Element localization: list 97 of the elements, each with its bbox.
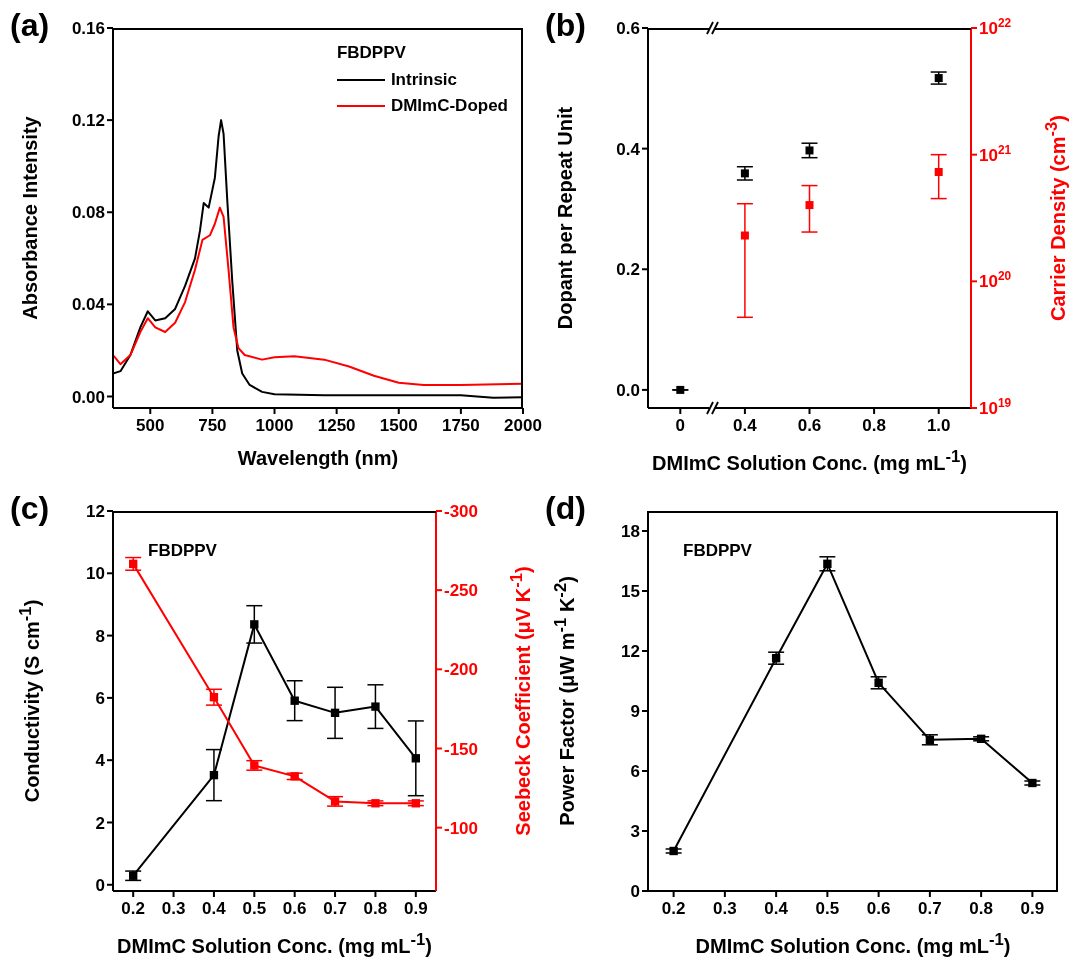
x-tick-label: 0.2 bbox=[661, 899, 686, 919]
x-tick-label: 0.7 bbox=[918, 899, 942, 919]
y-tick-label: 10 bbox=[86, 564, 105, 584]
y-tick-label: 0.04 bbox=[71, 295, 106, 315]
x-tick-label: 0.9 bbox=[403, 899, 428, 919]
x-tick-label: 0.3 bbox=[161, 899, 186, 919]
y-tick-label: 9 bbox=[630, 702, 640, 722]
y-tick-label: 0.16 bbox=[71, 19, 105, 39]
line-series bbox=[113, 206, 523, 386]
y-tick-label: 6 bbox=[630, 762, 640, 782]
y-tick-label: 0.12 bbox=[71, 111, 105, 131]
point bbox=[330, 708, 340, 718]
y2-tick-label: 10$^{19}$ bbox=[979, 396, 1012, 419]
y-tick-label: 0.6 bbox=[616, 19, 640, 39]
point bbox=[209, 770, 219, 780]
x-tick-label: 1.0 bbox=[926, 416, 951, 436]
y-tick-label: 0.4 bbox=[616, 139, 641, 159]
point bbox=[411, 754, 420, 763]
point bbox=[411, 799, 420, 808]
annotation: FBDPPV bbox=[148, 541, 217, 561]
y-tick-label: 0 bbox=[95, 875, 105, 895]
chart-title: (c) bbox=[10, 490, 50, 526]
point bbox=[290, 696, 299, 705]
x-tick-label: 1500 bbox=[379, 416, 418, 436]
y2-tick-label: -300 bbox=[444, 502, 479, 522]
x-tick-label: 500 bbox=[136, 416, 165, 436]
chart-title: (d) bbox=[545, 490, 586, 526]
point bbox=[371, 702, 380, 711]
y-tick-label: 0.08 bbox=[71, 203, 105, 223]
x-tick-label: 0.8 bbox=[862, 416, 886, 436]
y-tick-label: 18 bbox=[621, 522, 640, 542]
chart-title: (b) bbox=[545, 7, 586, 43]
legend-label: DMImC-Doped bbox=[390, 96, 508, 116]
x-tick-label: 0.3 bbox=[713, 899, 737, 919]
point bbox=[976, 734, 986, 743]
point bbox=[805, 201, 814, 210]
x-axis-title: Wavelength (nm) bbox=[237, 447, 399, 470]
y-tick-label: 2 bbox=[95, 813, 105, 833]
x-tick-label: 0.5 bbox=[242, 899, 267, 919]
x-tick-label: 1250 bbox=[317, 416, 356, 436]
legend-label: Intrinsic bbox=[390, 70, 458, 90]
y-axis-title: Absorbance Intensity bbox=[18, 116, 42, 320]
x-axis-title: DMImC Solution Conc. (mg mL$^{-1}$) bbox=[695, 930, 1011, 958]
x-tick-label: 0.4 bbox=[764, 899, 789, 919]
x-tick-label: 2000 bbox=[504, 416, 542, 436]
x-tick-label: 0.7 bbox=[323, 899, 347, 919]
annotation: FBDPPV bbox=[683, 541, 752, 561]
y2-tick-label: 10$^{22}$ bbox=[979, 16, 1012, 39]
y2-tick-label: 10$^{21}$ bbox=[979, 142, 1012, 165]
x-axis-title: DMImC Solution Conc. (mg mL$^{-1}$) bbox=[652, 447, 967, 475]
y-tick-label: 3 bbox=[630, 822, 640, 842]
y-tick-label: 12 bbox=[621, 642, 640, 662]
x-tick-label: 0.4 bbox=[202, 899, 227, 919]
x-tick-label: 0.6 bbox=[282, 899, 307, 919]
point bbox=[129, 871, 138, 880]
point bbox=[771, 654, 781, 663]
point bbox=[740, 169, 749, 178]
x-tick-label: 0.5 bbox=[815, 899, 840, 919]
y2-tick-label: -100 bbox=[444, 818, 479, 838]
x-tick-label: 750 bbox=[198, 416, 227, 436]
point bbox=[740, 231, 749, 240]
x-tick-label: 0.8 bbox=[969, 899, 993, 919]
x-tick-label: 0.2 bbox=[121, 899, 146, 919]
x-tick-label: 0 bbox=[675, 416, 686, 436]
y-axis-title: Dopant per Repeat Unit bbox=[553, 106, 577, 330]
x-tick-label: 0.6 bbox=[866, 899, 891, 919]
y2-tick-label: -150 bbox=[444, 739, 479, 759]
y-tick-label: 15 bbox=[621, 582, 640, 602]
point bbox=[209, 693, 219, 702]
y2-tick-label: 10$^{20}$ bbox=[979, 269, 1012, 292]
y-tick-label: 0.00 bbox=[71, 387, 105, 407]
y2-tick-label: -200 bbox=[444, 660, 479, 680]
point bbox=[925, 735, 935, 744]
x-tick-label: 0.6 bbox=[797, 416, 822, 436]
chart-title: (a) bbox=[10, 7, 50, 43]
y-tick-label: 0 bbox=[630, 882, 640, 902]
y-tick-label: 0.2 bbox=[616, 260, 640, 280]
x-tick-label: 0.8 bbox=[363, 899, 388, 919]
point bbox=[250, 620, 259, 629]
point bbox=[805, 146, 814, 155]
point bbox=[823, 559, 832, 568]
point bbox=[330, 797, 340, 806]
point bbox=[934, 167, 943, 176]
y-tick-label: 6 bbox=[95, 689, 105, 709]
y-tick-label: 8 bbox=[95, 626, 105, 646]
x-tick-label: 1000 bbox=[255, 416, 294, 436]
y2-tick-label: -250 bbox=[444, 581, 479, 601]
y-tick-label: 4 bbox=[95, 751, 106, 771]
point bbox=[129, 559, 138, 569]
x-axis-title: DMImC Solution Conc. (mg mL$^{-1}$) bbox=[117, 930, 432, 958]
x-tick-label: 0.4 bbox=[733, 416, 758, 436]
y-tick-label: 12 bbox=[86, 502, 105, 522]
y-tick-label: 0.0 bbox=[616, 381, 640, 401]
x-tick-label: 0.9 bbox=[1020, 899, 1045, 919]
x-tick-label: 1750 bbox=[441, 416, 480, 436]
legend-title: FBDPPV bbox=[336, 43, 407, 63]
point bbox=[676, 385, 685, 394]
